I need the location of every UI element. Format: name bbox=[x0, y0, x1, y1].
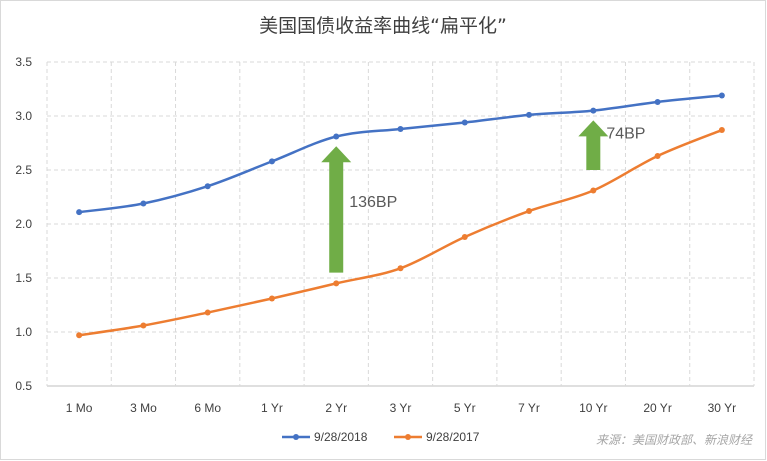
data-point bbox=[333, 133, 340, 140]
data-point bbox=[140, 200, 147, 207]
x-tick-label: 5 Yr bbox=[454, 401, 476, 415]
y-tick-label: 3.0 bbox=[15, 109, 32, 123]
data-point bbox=[654, 98, 661, 105]
data-point bbox=[526, 111, 533, 118]
y-tick-label: 2.0 bbox=[15, 217, 32, 231]
data-point bbox=[333, 280, 340, 287]
grid bbox=[46, 61, 755, 387]
data-point bbox=[76, 332, 83, 339]
data-point bbox=[204, 309, 211, 316]
series-1 bbox=[76, 127, 725, 339]
legend-swatch-marker bbox=[405, 434, 411, 440]
y-tick-label: 3.5 bbox=[15, 55, 32, 69]
y-tick-label: 0.5 bbox=[15, 379, 32, 393]
data-point bbox=[526, 208, 533, 215]
x-tick-label: 2 Yr bbox=[325, 401, 347, 415]
x-tick-label: 20 Yr bbox=[643, 401, 671, 415]
legend-item-1: 9/28/2017 bbox=[394, 430, 480, 444]
x-tick-label: 7 Yr bbox=[518, 401, 540, 415]
y-tick-label: 2.5 bbox=[15, 163, 32, 177]
data-point bbox=[590, 107, 597, 114]
data-point bbox=[76, 209, 83, 216]
data-point bbox=[718, 92, 725, 99]
legend: 9/28/2018 9/28/2017 bbox=[282, 430, 480, 444]
data-point bbox=[140, 322, 147, 329]
legend-label: 9/28/2018 bbox=[314, 430, 368, 444]
y-axis-ticks: 0.5 1.0 1.5 2.0 2.5 3.0 3.5 bbox=[15, 55, 32, 393]
chart-title: 美国国债收益率曲线“扁平化” bbox=[259, 15, 507, 37]
up-arrow bbox=[321, 146, 352, 273]
data-point bbox=[654, 152, 661, 159]
x-tick-label: 30 Yr bbox=[708, 401, 736, 415]
y-tick-label: 1.5 bbox=[15, 271, 32, 285]
x-tick-label: 3 Mo bbox=[130, 401, 157, 415]
x-tick-label: 6 Mo bbox=[194, 401, 221, 415]
annotations: 136BP 74BP bbox=[321, 120, 645, 273]
annotation-1: 74BP bbox=[578, 120, 645, 170]
legend-swatch-marker bbox=[293, 434, 299, 440]
data-point bbox=[718, 127, 725, 134]
annotation-0: 136BP bbox=[321, 146, 397, 273]
x-tick-label: 1 Yr bbox=[261, 401, 283, 415]
data-point bbox=[397, 265, 404, 272]
data-point bbox=[204, 183, 211, 190]
data-point bbox=[397, 125, 404, 132]
up-arrow bbox=[578, 120, 609, 170]
x-tick-label: 1 Mo bbox=[66, 401, 93, 415]
data-point bbox=[268, 295, 275, 302]
y-tick-label: 1.0 bbox=[15, 325, 32, 339]
legend-label: 9/28/2017 bbox=[426, 430, 480, 444]
series bbox=[76, 92, 725, 339]
x-tick-label: 10 Yr bbox=[579, 401, 607, 415]
data-point bbox=[461, 233, 468, 240]
annotation-label: 74BP bbox=[606, 125, 645, 142]
x-tick-label: 3 Yr bbox=[390, 401, 412, 415]
x-axis-ticks: 1 Mo 3 Mo 6 Mo 1 Yr 2 Yr 3 Yr 5 Yr 7 Yr 10 Yr 20 … bbox=[66, 401, 736, 415]
legend-item-0: 9/28/2018 bbox=[282, 430, 368, 444]
series-0 bbox=[76, 92, 725, 216]
annotation-label: 136BP bbox=[349, 194, 397, 211]
source-note: 来源：美国财政部、新浪财经 bbox=[596, 433, 754, 447]
data-point bbox=[461, 119, 468, 126]
data-point bbox=[590, 187, 597, 194]
data-point bbox=[268, 158, 275, 165]
